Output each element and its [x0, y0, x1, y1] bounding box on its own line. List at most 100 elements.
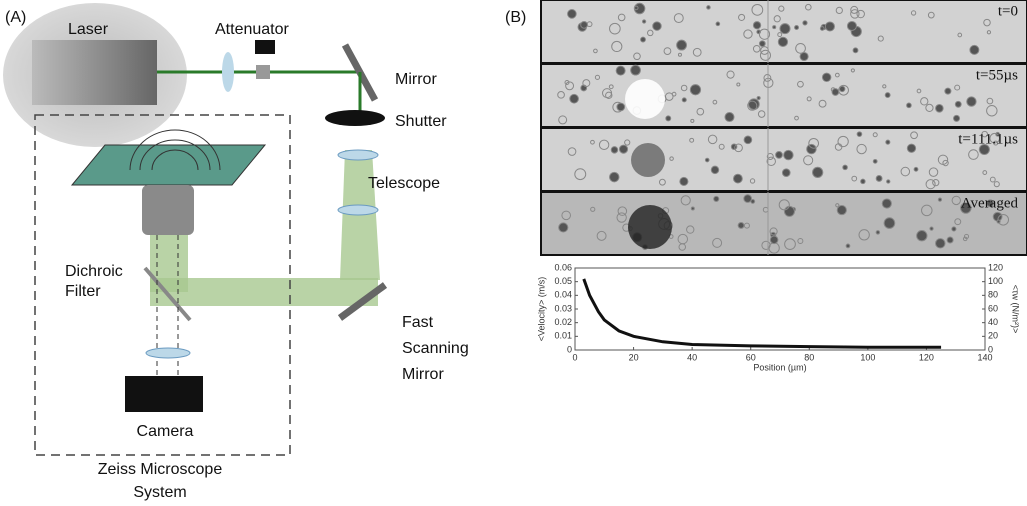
bubble: [800, 52, 808, 60]
bubble: [707, 6, 710, 9]
bubble: [914, 167, 918, 171]
bubble: [843, 165, 848, 170]
camera-body: [125, 376, 203, 412]
label: Dichroic: [65, 263, 123, 280]
bubble: [876, 231, 879, 234]
data-line: [584, 279, 941, 347]
y-tick-label: 0.01: [554, 331, 572, 341]
bubble: [778, 37, 787, 46]
bubble: [744, 136, 752, 144]
y-tick-label: 0: [567, 344, 572, 354]
bubble: [690, 85, 700, 95]
bubble: [581, 21, 588, 28]
panel-label: (B): [505, 9, 526, 26]
bubble: [936, 239, 945, 248]
bubble: [705, 158, 709, 162]
bubble: [853, 48, 858, 53]
y-tick-label: 0.06: [554, 262, 572, 272]
bubble: [813, 167, 823, 177]
bubble: [782, 169, 790, 177]
bubble: [936, 105, 944, 113]
bubble: [716, 22, 720, 26]
y-tick-label: 0.03: [554, 303, 572, 313]
bubble: [784, 150, 793, 159]
bubble: [876, 176, 882, 182]
label: Telescope: [368, 175, 440, 192]
laser-box: [32, 40, 157, 105]
label: Camera: [137, 423, 194, 440]
y2-tick-label: 60: [988, 303, 998, 313]
label: Fast: [402, 314, 434, 331]
spot: [631, 143, 665, 177]
bubble: [837, 205, 846, 214]
bubble: [559, 223, 568, 232]
label: Mirror: [402, 366, 444, 383]
bubble: [930, 227, 933, 230]
bubble: [967, 97, 976, 106]
bubble: [882, 199, 891, 208]
bubble: [733, 174, 742, 183]
y2-tick-label: 100: [988, 276, 1003, 286]
bubble: [682, 98, 686, 102]
bubble: [803, 21, 807, 25]
label: Laser: [68, 21, 109, 38]
bubble: [759, 41, 765, 47]
bubble: [616, 66, 625, 75]
bubble: [677, 40, 687, 50]
spot: [625, 79, 665, 119]
bubble: [970, 45, 979, 54]
y2-tick-label: 0: [988, 344, 993, 354]
bubble: [885, 93, 890, 98]
x-tick-label: 0: [572, 352, 577, 362]
bubble: [570, 94, 579, 103]
bubble: [610, 172, 619, 181]
x-tick-label: 80: [804, 352, 814, 362]
label: Zeiss Microscope: [98, 461, 223, 478]
chart: 02040608010012014000.010.020.030.040.050…: [536, 262, 1020, 372]
bubble: [938, 198, 941, 201]
bubble: [784, 206, 794, 216]
bubble: [780, 24, 790, 34]
bubble: [666, 116, 671, 121]
frame-label: Averaged: [961, 195, 1019, 211]
label: Mirror: [395, 71, 437, 88]
figure: (A) Laser Attenuator Mirror Shutter Tele…: [0, 0, 1027, 506]
bubble: [634, 3, 645, 14]
y2-tick-label: 120: [988, 262, 1003, 272]
bubble: [725, 113, 734, 122]
bubble: [954, 115, 960, 121]
bubble: [945, 88, 951, 94]
bubble: [886, 140, 890, 144]
bubble: [907, 103, 912, 108]
bubble: [714, 196, 719, 201]
objective: [142, 185, 194, 235]
frame: [541, 192, 1027, 255]
y-axis-label: <Velocity> (m/s): [536, 277, 546, 342]
bubble: [653, 22, 661, 30]
bubble: [753, 22, 760, 29]
lens: [146, 348, 190, 358]
x-axis-label: Position (µm): [753, 362, 806, 372]
bubble: [917, 231, 927, 241]
bubble: [807, 144, 816, 153]
attenuator: [255, 40, 275, 54]
bubble: [617, 103, 625, 111]
bubble: [947, 237, 953, 243]
bubble: [776, 152, 783, 159]
y-tick-label: 0.04: [554, 290, 572, 300]
bubble: [757, 96, 760, 99]
lens: [338, 205, 378, 215]
x-tick-label: 20: [629, 352, 639, 362]
bubble: [832, 89, 839, 96]
bubble: [619, 145, 627, 153]
bubble: [825, 22, 834, 31]
bubble: [641, 37, 646, 42]
bubble: [952, 227, 956, 231]
bubble: [873, 159, 877, 163]
bubble: [820, 27, 824, 31]
x-tick-label: 120: [919, 352, 934, 362]
bubble: [907, 144, 915, 152]
bubble: [611, 147, 617, 153]
lens: [338, 150, 378, 160]
y-tick-label: 0.02: [554, 317, 572, 327]
